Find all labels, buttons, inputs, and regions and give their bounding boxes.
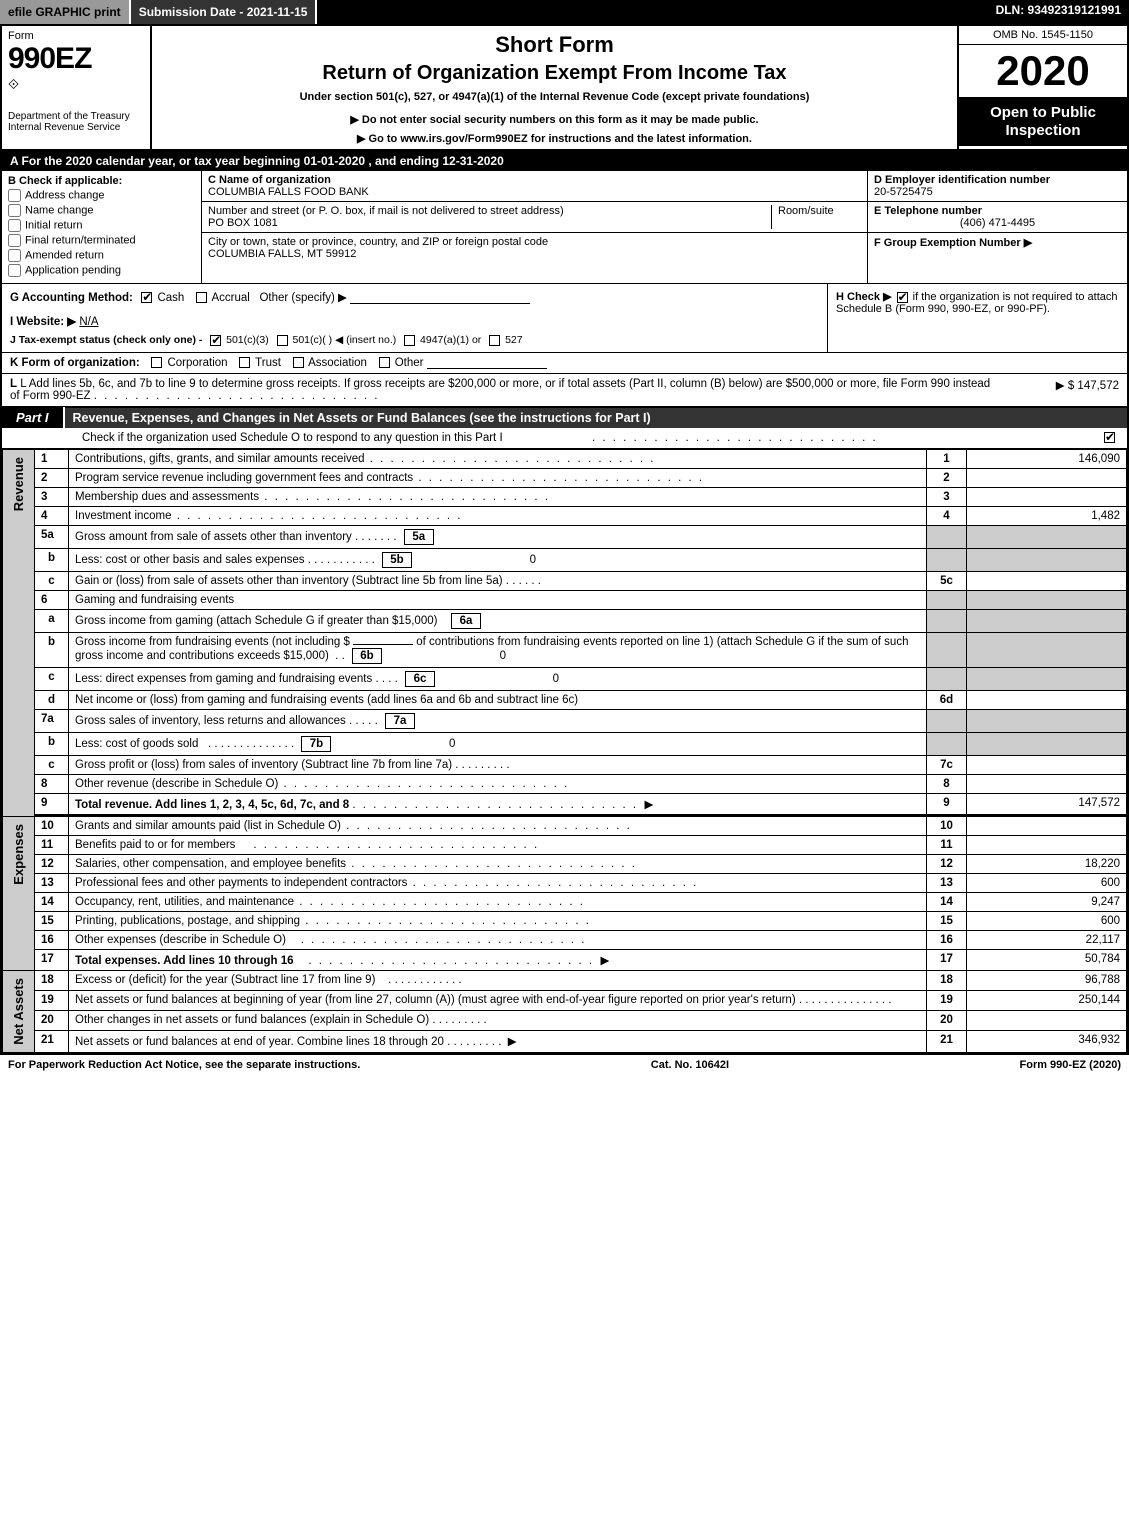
- form-label: Form: [8, 30, 144, 42]
- part1-check: Check if the organization used Schedule …: [2, 428, 1127, 449]
- line-i: I Website: ▶ N/A: [10, 314, 819, 328]
- d-label: D Employer identification number: [874, 174, 1050, 186]
- chk-name-change[interactable]: Name change: [8, 204, 195, 217]
- tax-year: 2020: [959, 45, 1127, 98]
- chk-address-change[interactable]: Address change: [8, 189, 195, 202]
- chk-schedule-b[interactable]: [897, 292, 908, 303]
- chk-other-org[interactable]: [379, 357, 390, 368]
- f-label: F Group Exemption Number ▶: [874, 237, 1032, 249]
- chk-schedule-o[interactable]: [1104, 432, 1115, 443]
- under-section: Under section 501(c), 527, or 4947(a)(1)…: [160, 91, 949, 103]
- ssn-warning: ▶ Do not enter social security numbers o…: [160, 113, 949, 126]
- chk-accrual[interactable]: [196, 292, 207, 303]
- c-street-label: Number and street (or P. O. box, if mail…: [208, 205, 564, 217]
- line-l: L L Add lines 5b, 6c, and 7b to line 9 t…: [2, 374, 1127, 407]
- b-label: B Check if applicable:: [8, 175, 195, 187]
- goto-link[interactable]: ▶ Go to www.irs.gov/Form990EZ for instru…: [160, 132, 949, 145]
- form-header: Form 990EZ ⟐ Department of the Treasury …: [2, 26, 1127, 151]
- part1-table: Revenue 1Contributions, gifts, grants, a…: [2, 449, 1127, 1053]
- c-name-label: C Name of organization: [208, 174, 331, 186]
- submission-date: Submission Date - 2021-11-15: [131, 0, 318, 24]
- chk-501c3[interactable]: [210, 335, 221, 346]
- line-h: H Check ▶ if the organization is not req…: [827, 284, 1127, 352]
- chk-corporation[interactable]: [151, 357, 162, 368]
- room-label: Room/suite: [778, 205, 834, 217]
- part1-header: Part I Revenue, Expenses, and Changes in…: [2, 407, 1127, 428]
- c-city-label: City or town, state or province, country…: [208, 236, 548, 248]
- chk-application-pending[interactable]: Application pending: [8, 264, 195, 277]
- chk-527[interactable]: [489, 335, 500, 346]
- line-g: G Accounting Method: Cash Accrual Other …: [10, 290, 819, 304]
- chk-final-return[interactable]: Final return/terminated: [8, 234, 195, 247]
- omb-number: OMB No. 1545-1150: [959, 26, 1127, 45]
- dept-irs: Internal Revenue Service: [8, 122, 144, 133]
- line-a: A For the 2020 calendar year, or tax yea…: [2, 151, 1127, 171]
- dept-treasury: Department of the Treasury: [8, 111, 144, 122]
- ein-value: 20-5725475: [874, 186, 933, 198]
- chk-cash[interactable]: [141, 292, 152, 303]
- top-bar: efile GRAPHIC print Submission Date - 20…: [0, 0, 1129, 24]
- footer-formref: Form 990-EZ (2020): [1020, 1059, 1121, 1071]
- footer-left: For Paperwork Reduction Act Notice, see …: [8, 1059, 360, 1071]
- open-public: Open to Public Inspection: [959, 98, 1127, 146]
- org-name: COLUMBIA FALLS FOOD BANK: [208, 186, 369, 198]
- phone-value: (406) 471-4495: [874, 217, 1121, 229]
- org-city: COLUMBIA FALLS, MT 59912: [208, 248, 356, 260]
- footer-catno: Cat. No. 10642I: [651, 1059, 729, 1071]
- chk-trust[interactable]: [239, 357, 250, 368]
- chk-501c[interactable]: [277, 335, 288, 346]
- form-container: Form 990EZ ⟐ Department of the Treasury …: [0, 24, 1129, 1055]
- chk-amended-return[interactable]: Amended return: [8, 249, 195, 262]
- info-section: B Check if applicable: Address change Na…: [2, 171, 1127, 284]
- efile-print-button[interactable]: efile GRAPHIC print: [0, 0, 131, 24]
- line-j: J Tax-exempt status (check only one) - 5…: [10, 334, 819, 346]
- chk-initial-return[interactable]: Initial return: [8, 219, 195, 232]
- e-label: E Telephone number: [874, 205, 982, 217]
- netassets-label: Net Assets: [9, 974, 28, 1049]
- chk-4947[interactable]: [404, 335, 415, 346]
- dln: DLN: 93492319121991: [988, 0, 1129, 24]
- revenue-label: Revenue: [9, 453, 28, 515]
- expenses-label: Expenses: [9, 820, 28, 889]
- return-title: Return of Organization Exempt From Incom…: [160, 62, 949, 85]
- org-street: PO BOX 1081: [208, 217, 278, 229]
- line-k: K Form of organization: Corporation Trus…: [2, 353, 1127, 374]
- chk-association[interactable]: [293, 357, 304, 368]
- page-footer: For Paperwork Reduction Act Notice, see …: [0, 1055, 1129, 1075]
- short-form-title: Short Form: [160, 32, 949, 58]
- form-number: 990EZ: [8, 42, 144, 76]
